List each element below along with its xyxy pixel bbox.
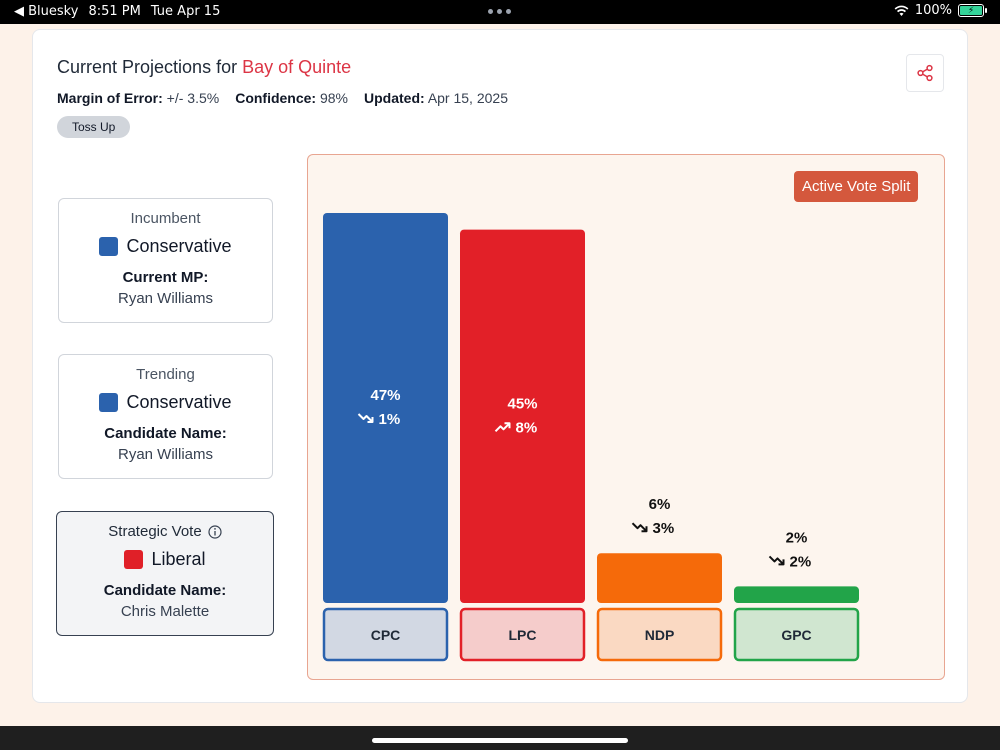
info-icon[interactable] [208,524,222,539]
category-label-box [322,607,449,662]
trending-box: Trending Conservative Candidate Name: Ry… [58,354,273,479]
share-button[interactable] [906,54,944,92]
bar-chart: 47% 1% CPC 45% 8% LPC 6% 3% NDP 2% 2% GPC [322,213,860,662]
bar-value-label: 47% [370,387,400,404]
strategic-party-name: Liberal [151,549,206,569]
battery-icon: ⚡ [958,4,987,17]
arrow-head [778,559,785,566]
arrow-head [367,417,374,423]
status-date: Tue Apr 15 [150,4,221,19]
back-app-label: Bluesky [28,4,79,19]
status-badge: Toss Up [57,116,131,138]
page-title: Current Projections for Bay of Quinte [57,57,351,78]
strategic-party: Liberal [57,549,273,570]
category-label-ndp: NDP [645,627,675,643]
bar-change-label: 2% [790,553,812,570]
confidence: Confidence: 98% [235,90,349,106]
bar-gpc [734,586,859,603]
trend-up-icon [494,422,511,433]
trending-sub-label: Candidate Name: [104,425,227,442]
category-label-lpc: LPC [509,627,537,643]
incumbent-sub-label: Current MP: [122,269,209,286]
trending-name: Ryan Williams [117,446,213,463]
category-label-box [459,607,586,662]
bar-change-label: 3% [653,520,675,537]
home-indicator-area [0,726,1000,750]
trend-down-icon [631,522,648,532]
bar-group-lpc: 45% 8% LPC [459,229,586,662]
vote-split-chart: Active Vote Split 47% 1% CPC 45% 8% LPC 6% 3% ND… [307,154,945,680]
trend-down-icon [768,555,785,566]
home-indicator[interactable] [372,738,628,743]
incumbent-party-name: Conservative [126,236,232,256]
incumbent-label: Incumbent [130,210,201,227]
bar-change-label: 1% [379,411,401,428]
wifi-icon [894,5,909,16]
share-icon [917,64,933,82]
active-vote-split-badge: Active Vote Split [794,171,919,202]
strategic-name: Chris Malette [120,603,210,620]
projection-meta: Margin of Error: +/- 3.5% Confidence: 98… [57,90,508,106]
bar-cpc [323,213,448,603]
trending-party: Conservative [59,392,272,413]
bar-value-label: 6% [649,496,671,513]
category-label-box [733,607,860,662]
party-color-swatch [99,237,119,256]
projection-card: Current Projections for Bay of Quinte Ma… [32,29,968,703]
bar-ndp [597,553,722,603]
status-bar: ◀ Bluesky 8:51 PM Tue Apr 15 100% ⚡ [0,0,1000,24]
party-color-swatch [124,550,144,569]
margin-of-error: Margin of Error: +/- 3.5% [57,90,220,106]
bar-lpc [460,229,585,603]
trending-label: Trending [136,366,195,383]
multitasking-dots[interactable] [488,9,511,14]
incumbent-party: Conservative [59,236,272,257]
party-color-swatch [99,393,119,412]
bar-value-label: 45% [507,395,537,412]
status-time: 8:51 PM [88,4,141,19]
bar-value-label: 2% [786,529,808,546]
strategic-vote-box: Strategic Vote Liberal Candidate Name: C… [56,511,274,636]
strategic-sub-label: Candidate Name: [103,582,227,599]
strategic-label-row: Strategic Vote [57,523,273,540]
updated-date: Updated: Apr 15, 2025 [364,90,508,106]
bar-change-label: 8% [516,419,538,436]
incumbent-box: Incumbent Conservative Current MP: Ryan … [58,198,273,323]
bar-group-cpc: 47% 1% CPC [322,213,449,662]
riding-name: Bay of Quinte [242,57,352,77]
category-label-cpc: CPC [371,627,401,643]
trend-down-icon [357,413,374,423]
strategic-label: Strategic Vote [108,523,202,540]
category-label-gpc: GPC [781,627,811,643]
trending-party-name: Conservative [126,392,232,412]
bar-group-ndp: 6% 3% NDP [596,496,723,662]
bar-group-gpc: 2% 2% GPC [733,529,860,662]
category-label-box [596,607,723,662]
title-prefix: Current Projections for [57,57,243,77]
arrow-head [504,422,511,429]
arrow-head [641,526,648,533]
incumbent-name: Ryan Williams [117,290,213,307]
battery-percent: 100% [914,3,952,18]
back-to-app-link[interactable]: ◀ Bluesky [14,4,79,19]
